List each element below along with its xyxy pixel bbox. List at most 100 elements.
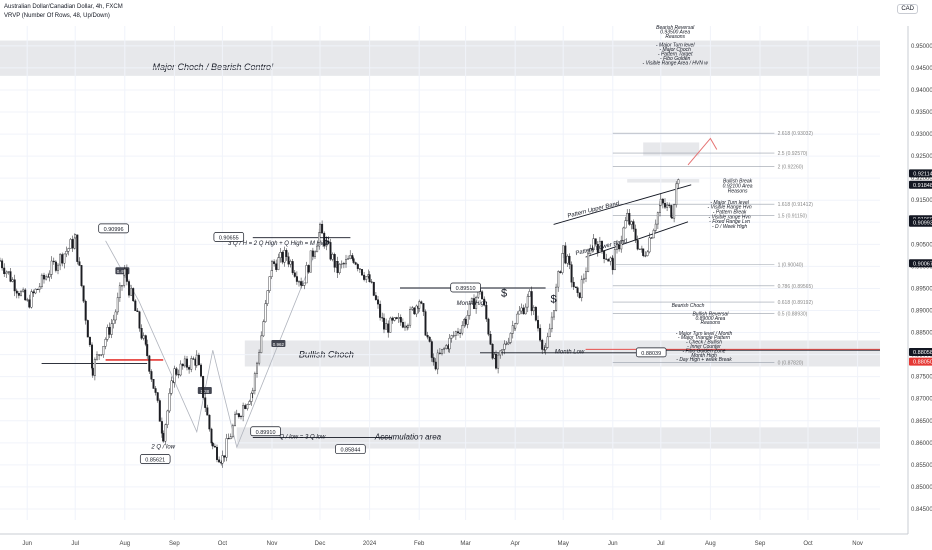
candle-body <box>164 424 167 442</box>
candle-body <box>50 260 53 275</box>
candle-body <box>307 265 310 273</box>
price-box-6[interactable] <box>250 426 281 437</box>
candle-body <box>323 232 326 247</box>
candle-body <box>404 325 407 328</box>
y-tick-label-5: 0.87000 <box>911 397 932 403</box>
candle-body <box>287 256 290 265</box>
price-box-2[interactable] <box>635 347 667 358</box>
currency-button[interactable]: CAD <box>897 4 918 14</box>
candle-body <box>210 428 213 444</box>
y-tick-label-11: 0.90000 <box>911 264 932 270</box>
candle-body <box>67 248 70 252</box>
annotation-13: - Pattern Break <box>713 209 747 215</box>
candle-body <box>61 254 64 264</box>
candle-body <box>300 281 303 286</box>
x-tick-label-8: Feb <box>414 541 425 547</box>
price-box-1[interactable] <box>450 282 481 293</box>
indicator-title[interactable]: VRVP (Number Of Rows, 48, Up/Down) <box>4 13 110 19</box>
y-tick-label-6: 0.87500 <box>911 375 932 381</box>
candle-body <box>507 342 510 345</box>
candle-body <box>372 281 375 296</box>
candle-body <box>466 315 469 325</box>
candle-body <box>100 354 103 356</box>
price-box-0[interactable] <box>213 232 245 242</box>
x-tick-label-12: Jun <box>608 541 618 547</box>
candle-body <box>642 248 645 256</box>
candle-body <box>532 307 535 312</box>
candle-body <box>32 291 35 294</box>
candle-body <box>195 354 198 366</box>
candle-body <box>562 245 565 254</box>
price-tag-label-4: 0.90067 <box>913 261 932 267</box>
candle-body <box>576 287 579 293</box>
candle-body <box>166 410 169 426</box>
candle-body <box>566 255 569 264</box>
price-tag-label-1: 0.91848 <box>913 183 932 189</box>
annotation-35: $ <box>551 294 557 306</box>
candle-body <box>541 339 544 350</box>
fib-label-5: 1 (0.90040) <box>778 263 804 269</box>
x-tick-label-0: Jun <box>22 541 32 547</box>
candle-body <box>15 290 18 294</box>
candle-body <box>539 328 542 341</box>
candle-body <box>229 436 232 440</box>
candle-body <box>387 323 390 333</box>
price-box-label-6: 0.89910 <box>256 430 276 436</box>
candle-body <box>86 320 89 338</box>
candle-body <box>607 259 610 262</box>
candle-body <box>605 258 608 260</box>
price-box-3[interactable] <box>139 454 171 464</box>
x-tick-label-7: 2024 <box>363 541 377 547</box>
annotation-9: 0.92100 Area <box>723 183 753 189</box>
candle-body <box>407 324 410 328</box>
candle-body <box>148 355 151 372</box>
candle-body <box>424 311 427 336</box>
candle-body <box>422 303 425 312</box>
price-box-4[interactable] <box>335 444 366 455</box>
candle-body <box>285 250 288 257</box>
candle-body <box>630 221 633 225</box>
trendline-1[interactable] <box>585 221 689 258</box>
candle-body <box>514 323 517 329</box>
candle-body <box>84 300 87 321</box>
candle-body <box>656 212 659 225</box>
candle-body <box>235 413 238 415</box>
candle-body <box>268 276 271 291</box>
candle-body <box>233 414 236 426</box>
price-tag-label-0: 0.92114 <box>913 171 932 177</box>
candle-body <box>65 251 68 255</box>
fib-label-9: 0 (0.87820) <box>778 361 804 367</box>
candle-body <box>564 245 567 264</box>
zone-1 <box>244 340 881 367</box>
candle-body <box>436 352 439 370</box>
candle-body <box>305 265 308 284</box>
fib-label-7: 0.618 (0.89192) <box>778 300 814 306</box>
candle-body <box>156 392 159 401</box>
trendline-0[interactable] <box>553 184 692 225</box>
candle-body <box>568 255 571 265</box>
annotation-29: 2 Q / low <box>150 445 175 451</box>
candle-body <box>271 261 274 271</box>
candle-body <box>116 297 119 313</box>
candle-body <box>457 331 460 334</box>
candle-body <box>644 255 647 257</box>
candle-body <box>237 413 240 418</box>
candle-body <box>443 348 446 350</box>
annotation-22: - Major Triangle Pattern <box>678 335 730 341</box>
candle-body <box>537 320 540 329</box>
price-box-5[interactable] <box>98 223 129 234</box>
y-tick-label-16: 0.92500 <box>911 154 932 160</box>
annotation-30: Q / low = 3 Q low <box>279 434 326 440</box>
candle-body <box>432 357 435 363</box>
y-tick-label-8: 0.88500 <box>911 331 932 337</box>
candle-body <box>170 380 173 394</box>
candle-body <box>138 311 141 329</box>
candle-body <box>550 316 553 330</box>
candle-body <box>54 261 57 271</box>
candle-body <box>553 310 556 318</box>
x-tick-label-17: Nov <box>852 541 863 547</box>
zone-0 <box>0 40 880 76</box>
candle-body <box>251 390 254 394</box>
candle-body <box>501 349 504 352</box>
